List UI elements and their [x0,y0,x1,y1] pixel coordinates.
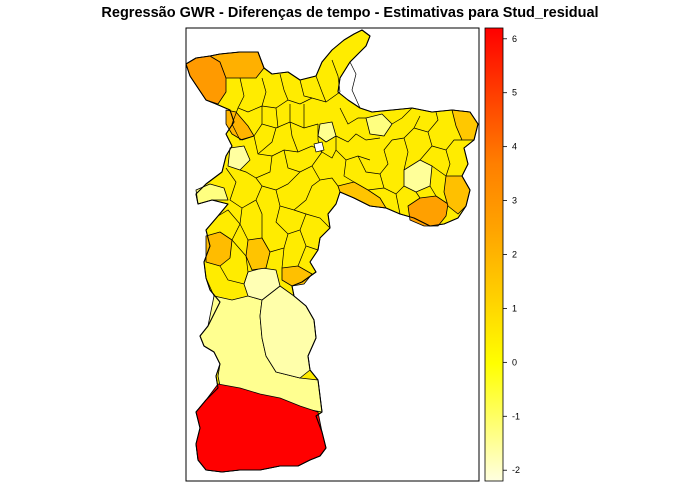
region-east-orange [407,195,449,227]
legend-tick-label: 3 [512,196,517,206]
center-gap [313,141,325,153]
legend-tick-label: 6 [512,34,517,44]
legend-tick-label: 1 [512,303,517,313]
legend-tick-label: -2 [512,465,520,475]
city-outline [185,29,479,473]
legend-tick-label: 0 [512,357,517,367]
legend-tick-label: 4 [512,142,517,152]
legend-colorbar [484,27,504,482]
map-title: Regressão GWR - Diferenças de tempo - Es… [101,5,598,21]
legend-tick-label: -1 [512,411,520,421]
legend-tick-label: 2 [512,250,517,260]
region-west-orange [205,231,233,267]
map-districts [185,29,479,473]
legend-tick-label: 5 [512,88,517,98]
legend: 6 5 4 3 2 1 0 -1 -2 [484,27,520,482]
region-northeast-pale [365,113,393,137]
region-center-pale [227,145,251,171]
legend-ticks: 6 5 4 3 2 1 0 -1 -2 [503,34,520,475]
